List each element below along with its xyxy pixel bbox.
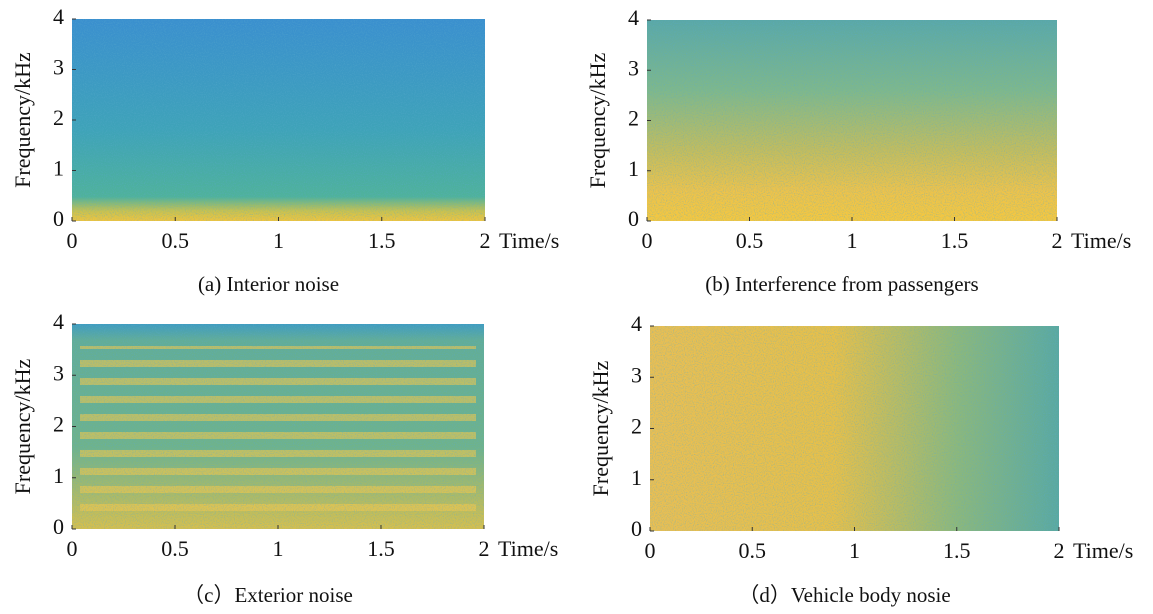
x-tick-label: 0.5	[161, 536, 189, 561]
y-tick-label: 4	[53, 309, 64, 334]
y-tick-label: 1	[631, 465, 642, 490]
x-tick-label: 0	[67, 228, 78, 253]
x-tick-label: 0	[642, 228, 653, 253]
x-tick-label: 2	[1054, 538, 1065, 563]
x-tick-label: 2	[1052, 228, 1063, 253]
y-tick-label: 0	[628, 206, 639, 231]
y-tick-label: 2	[628, 106, 639, 131]
x-tick-label: 1	[849, 538, 860, 563]
x-tick-label: 1.5	[941, 228, 969, 253]
y-tick-label: 0	[53, 206, 64, 231]
y-axis-label: Frequency/kHz	[588, 360, 613, 496]
caption: （c）Exterior noise	[183, 583, 353, 607]
x-axis-label: Time/s	[498, 536, 558, 561]
y-tick-label: 1	[53, 463, 64, 488]
y-tick-label: 2	[631, 414, 642, 439]
y-tick-label: 1	[53, 156, 64, 181]
x-axis-label: Time/s	[499, 228, 559, 253]
spectrogram-texture	[650, 326, 1059, 531]
y-tick-label: 3	[53, 360, 64, 385]
y-tick-label: 1	[628, 156, 639, 181]
x-tick-label: 1.5	[943, 538, 971, 563]
y-tick-label: 4	[628, 5, 639, 30]
panel: 0 0.5 1 1.5 2 0 1 2 3 4 Time/s Frequency/kHz （c）Exte…	[10, 309, 558, 607]
y-tick-label: 0	[631, 516, 642, 541]
x-tick-label: 1	[273, 228, 284, 253]
x-tick-label: 0.5	[736, 228, 764, 253]
y-tick-label: 4	[631, 311, 642, 336]
y-axis-label: Frequency/kHz	[10, 52, 35, 188]
spectrogram-texture	[647, 20, 1057, 221]
y-tick-label: 0	[53, 514, 64, 539]
x-tick-label: 1.5	[368, 228, 396, 253]
x-tick-label: 2	[479, 536, 490, 561]
y-tick-label: 2	[53, 412, 64, 437]
x-tick-label: 1.5	[367, 536, 395, 561]
x-tick-label: 1	[273, 536, 284, 561]
x-tick-label: 2	[480, 228, 491, 253]
x-tick-label: 0.5	[162, 228, 190, 253]
caption: (b) Interference from passengers	[705, 272, 978, 296]
panel: 0 0.5 1 1.5 2 0 1 2 3 4 Time/s Frequency/kHz (b) Int…	[585, 5, 1131, 296]
panel: 0 0.5 1 1.5 2 0 1 2 3 4 Time/s Frequency/kHz （d）Vehi…	[588, 311, 1133, 607]
y-tick-label: 3	[628, 55, 639, 80]
x-axis-label: Time/s	[1071, 228, 1131, 253]
y-tick-label: 4	[53, 4, 64, 29]
y-tick-label: 3	[53, 55, 64, 80]
panel: 0 0.5 1 1.5 2 0 1 2 3 4 Time/s Frequency/kHz (a) Int…	[10, 4, 559, 296]
y-tick-label: 2	[53, 105, 64, 130]
caption: （d）Vehicle body nosie	[738, 583, 950, 607]
y-axis-label: Frequency/kHz	[10, 358, 35, 494]
y-tick-label: 3	[631, 362, 642, 387]
spectrogram-texture	[72, 324, 484, 529]
caption: (a) Interior noise	[198, 272, 339, 296]
x-tick-label: 0	[67, 536, 78, 561]
x-axis-label: Time/s	[1073, 538, 1133, 563]
spectrogram-texture	[72, 19, 485, 221]
x-tick-label: 1	[847, 228, 858, 253]
x-tick-label: 0.5	[739, 538, 767, 563]
x-tick-label: 0	[645, 538, 656, 563]
y-axis-label: Frequency/kHz	[585, 52, 610, 188]
